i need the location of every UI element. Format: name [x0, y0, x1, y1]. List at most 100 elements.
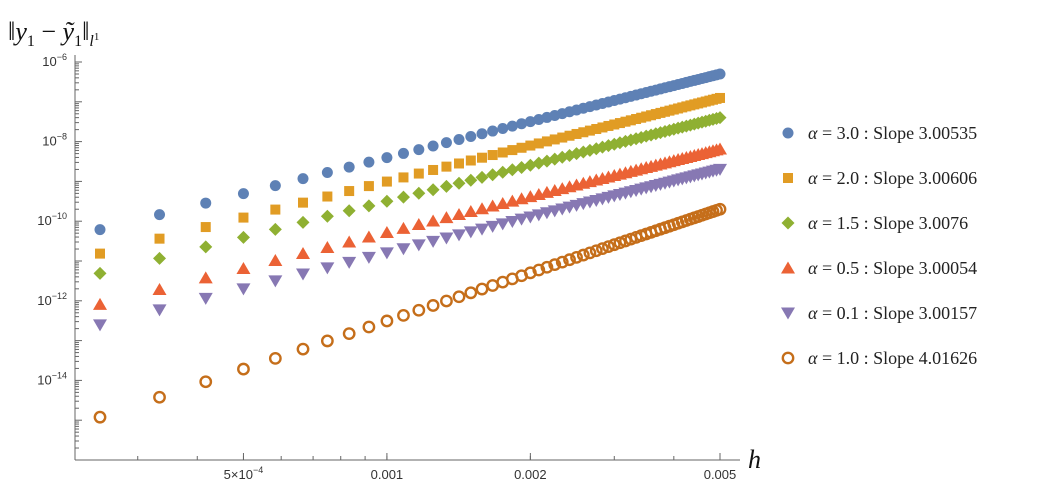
- data-point: [477, 152, 488, 163]
- data-point: [199, 240, 213, 254]
- series-0-5: [93, 142, 727, 310]
- data-point: [380, 194, 394, 208]
- data-point: [589, 244, 603, 258]
- data-point: [362, 320, 376, 334]
- data-point: [363, 181, 374, 192]
- data-point: [516, 118, 528, 130]
- data-point: [413, 144, 425, 156]
- data-point: [152, 283, 167, 296]
- data-point: [525, 140, 536, 151]
- data-point: [452, 176, 466, 190]
- data-point: [524, 116, 536, 128]
- data-point: [596, 242, 609, 256]
- data-point: [237, 188, 249, 200]
- data-point: [93, 319, 107, 332]
- series-0-1: [93, 163, 727, 332]
- data-point: [539, 207, 554, 220]
- data-point: [514, 213, 529, 226]
- data-point: [602, 240, 615, 254]
- data-point: [381, 176, 392, 187]
- data-point: [532, 263, 546, 277]
- data-point: [380, 314, 394, 328]
- data-point: [713, 202, 727, 216]
- data-point: [497, 147, 508, 158]
- data-point: [396, 221, 411, 234]
- data-point: [555, 255, 569, 269]
- data-point: [506, 120, 518, 132]
- data-points: [93, 68, 727, 424]
- data-point: [362, 199, 376, 213]
- data-point: [269, 180, 281, 192]
- y-axis-ticks: 10−14 10−12 10−10 10−8 10−6: [37, 52, 82, 461]
- data-point: [475, 282, 489, 296]
- data-point: [428, 164, 439, 175]
- data-point: [713, 163, 727, 176]
- legend-marker: [781, 216, 795, 230]
- data-point: [523, 211, 538, 224]
- data-point: [93, 410, 107, 424]
- chart-title: ‖y1 − ỹ1‖l1: [8, 17, 99, 50]
- data-point: [557, 132, 568, 143]
- data-point: [439, 211, 454, 224]
- legend-label: α = 2.0 : Slope 3.00606: [808, 168, 977, 188]
- data-point: [296, 268, 311, 281]
- data-point: [268, 222, 282, 236]
- data-point: [464, 173, 478, 187]
- data-point: [268, 275, 283, 288]
- data-point: [607, 238, 621, 252]
- data-point: [625, 115, 636, 126]
- data-point: [199, 375, 213, 389]
- data-point: [715, 92, 725, 103]
- data-point: [495, 218, 510, 231]
- data-point: [363, 156, 375, 168]
- data-point: [476, 128, 488, 140]
- data-point: [426, 183, 440, 197]
- data-point: [342, 327, 356, 341]
- data-point: [321, 167, 333, 179]
- data-point: [440, 137, 452, 149]
- data-point: [548, 258, 562, 272]
- data-point: [533, 138, 544, 149]
- data-point: [411, 218, 426, 231]
- data-point: [396, 243, 411, 256]
- data-point: [412, 186, 426, 200]
- data-point: [564, 130, 575, 141]
- data-point: [427, 140, 439, 152]
- data-point: [613, 236, 627, 250]
- data-point: [296, 247, 311, 260]
- data-point: [397, 147, 409, 159]
- data-point: [507, 145, 518, 156]
- x-tick-label: 5×10−4: [224, 465, 264, 482]
- data-point: [200, 197, 212, 209]
- data-point: [515, 160, 529, 174]
- data-point: [475, 223, 490, 236]
- data-point: [154, 233, 165, 244]
- data-point: [398, 172, 409, 183]
- data-point: [381, 152, 393, 164]
- x-tick-label: 0.005: [704, 467, 737, 482]
- data-point: [153, 251, 167, 265]
- legend-label: α = 3.0 : Slope 3.00535: [808, 123, 977, 143]
- data-point: [93, 297, 107, 310]
- data-point: [452, 290, 466, 304]
- legend-item: α = 1.0 : Slope 4.01626: [781, 348, 977, 368]
- data-point: [320, 240, 335, 253]
- data-point: [413, 168, 424, 179]
- data-point: [236, 230, 250, 244]
- data-point: [426, 235, 441, 248]
- data-point: [441, 161, 452, 172]
- y-tick-label: 10−6: [42, 52, 67, 69]
- data-point: [487, 125, 499, 137]
- data-point: [198, 292, 213, 305]
- data-point: [578, 127, 589, 138]
- data-point: [379, 226, 394, 239]
- legend-label: α = 1.0 : Slope 4.01626: [808, 348, 977, 368]
- data-point: [464, 286, 478, 300]
- series-1-5: [93, 111, 727, 280]
- data-point: [344, 186, 355, 197]
- data-point: [549, 134, 560, 145]
- data-point: [540, 260, 554, 274]
- data-point: [475, 170, 489, 184]
- data-point: [584, 125, 595, 136]
- data-point: [487, 150, 498, 161]
